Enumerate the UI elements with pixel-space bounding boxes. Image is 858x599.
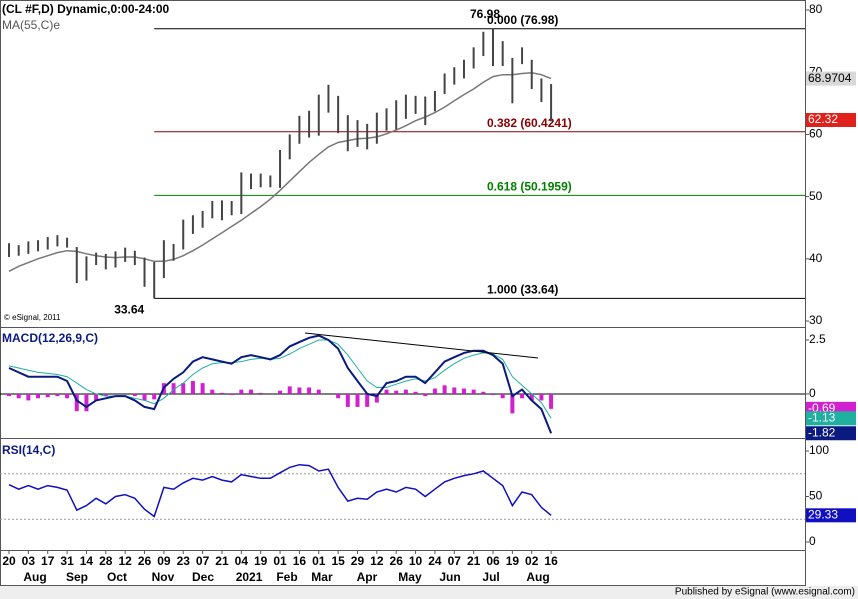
x-tick-label: 20 bbox=[2, 554, 16, 568]
x-tick-label: 12 bbox=[370, 554, 384, 568]
x-tick-label: 28 bbox=[99, 554, 113, 568]
ma-line bbox=[8, 72, 552, 272]
month-label: Jun bbox=[439, 570, 460, 584]
x-tick-label: 26 bbox=[138, 554, 152, 568]
fib-label: 0.382 (60.4241) bbox=[487, 116, 572, 130]
x-tick-label: 06 bbox=[486, 554, 500, 568]
month-label: Dec bbox=[192, 570, 214, 584]
value-box-label: 68.9704 bbox=[808, 71, 852, 85]
y-tick-label: 50 bbox=[809, 189, 823, 203]
month-label: Aug bbox=[23, 570, 46, 584]
x-tick-label: 21 bbox=[215, 554, 229, 568]
x-tick-label: 19 bbox=[254, 554, 268, 568]
x-tick-label: 16 bbox=[293, 554, 307, 568]
x-tick-label: 31 bbox=[60, 554, 74, 568]
value-box-label: -1.13 bbox=[808, 411, 836, 425]
x-tick-label: 19 bbox=[506, 554, 520, 568]
month-label: Nov bbox=[152, 570, 175, 584]
x-tick-label: 16 bbox=[544, 554, 558, 568]
y-tick-label: 40 bbox=[809, 251, 823, 265]
fib-label: 0.618 (50.1959) bbox=[487, 180, 572, 194]
y-tick-label: 60 bbox=[809, 127, 823, 141]
value-box-label: -1.82 bbox=[808, 425, 836, 439]
trendline bbox=[304, 332, 539, 359]
month-label: 2021 bbox=[236, 570, 263, 584]
x-tick-label: 03 bbox=[22, 554, 36, 568]
x-tick-label: 23 bbox=[177, 554, 191, 568]
month-label: May bbox=[398, 570, 422, 584]
x-tick-label: 29 bbox=[351, 554, 365, 568]
month-label: Jul bbox=[482, 570, 499, 584]
footer: Published by eSignal (www.esignal.com) bbox=[675, 587, 855, 598]
extreme-label: 33.64 bbox=[114, 303, 144, 317]
month-label: Aug bbox=[526, 570, 549, 584]
month-label: Sep bbox=[66, 570, 88, 584]
x-tick-label: 17 bbox=[41, 554, 55, 568]
month-label: Feb bbox=[276, 570, 297, 584]
value-box-label: 29.33 bbox=[808, 507, 838, 521]
y-tick-label: 80 bbox=[809, 2, 823, 16]
macd-title: MACD(12,26,9,C) bbox=[2, 331, 98, 345]
rsi-title: RSI(14,C) bbox=[2, 443, 55, 457]
x-tick-label: 26 bbox=[390, 554, 404, 568]
value-box bbox=[806, 71, 856, 86]
y-tick-label: 100 bbox=[809, 443, 829, 457]
x-tick-label: 01 bbox=[273, 554, 287, 568]
month-label: Oct bbox=[107, 570, 127, 584]
x-tick-label: 02 bbox=[525, 554, 539, 568]
x-tick-label: 15 bbox=[331, 554, 345, 568]
copyright: © eSignal, 2011 bbox=[4, 313, 61, 322]
fib-label: 1.000 (33.64) bbox=[487, 283, 558, 297]
ma-label: MA(55,C)e bbox=[2, 18, 60, 32]
value-box bbox=[806, 112, 856, 127]
chart-title: (CL #F,D) Dynamic,0:00-24:00 bbox=[2, 2, 170, 16]
month-label: Mar bbox=[311, 570, 333, 584]
value-box bbox=[806, 411, 856, 426]
x-tick-label: 09 bbox=[157, 554, 171, 568]
value-box-label: 62.32 bbox=[808, 112, 838, 126]
x-tick-label: 04 bbox=[235, 554, 249, 568]
x-tick-label: 21 bbox=[467, 554, 481, 568]
x-tick-label: 01 bbox=[312, 554, 326, 568]
y-tick-label: 2.5 bbox=[809, 332, 826, 346]
x-tick-label: 14 bbox=[80, 554, 94, 568]
y-tick-label: 0 bbox=[809, 386, 816, 400]
x-tick-label: 07 bbox=[448, 554, 462, 568]
month-label: Apr bbox=[357, 570, 378, 584]
x-tick-label: 10 bbox=[409, 554, 423, 568]
y-tick-label: 50 bbox=[809, 489, 823, 503]
indicator-line bbox=[8, 339, 552, 419]
x-tick-label: 07 bbox=[196, 554, 210, 568]
y-tick-label: 0 bbox=[809, 534, 816, 548]
x-tick-label: 24 bbox=[428, 554, 442, 568]
indicator-line bbox=[8, 334, 553, 434]
fib-label: 0.000 (76.98) bbox=[487, 13, 558, 27]
time-axis-frame bbox=[0, 550, 806, 586]
value-box bbox=[806, 508, 856, 523]
value-box bbox=[806, 426, 856, 441]
x-tick-label: 12 bbox=[118, 554, 132, 568]
indicator-line bbox=[8, 463, 552, 518]
extreme-label: 76.98 bbox=[470, 7, 500, 21]
footer-bar bbox=[0, 586, 858, 599]
y-tick-label: 30 bbox=[809, 313, 823, 327]
